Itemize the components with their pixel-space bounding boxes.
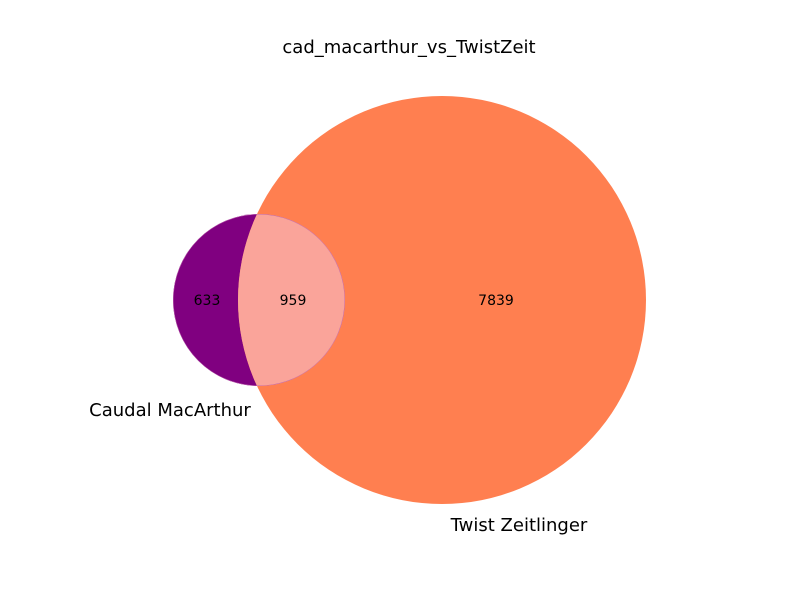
label-caudal-macarthur: Caudal MacArthur bbox=[89, 400, 251, 421]
twist-zeitlinger-circle bbox=[238, 96, 646, 504]
diagram-title: cad_macarthur_vs_TwistZeit bbox=[282, 37, 535, 58]
count-both: 959 bbox=[280, 293, 307, 309]
count-left-only: 633 bbox=[194, 293, 221, 309]
count-right-only: 7839 bbox=[478, 293, 514, 309]
label-twist-zeitlinger: Twist Zeitlinger bbox=[450, 515, 588, 536]
